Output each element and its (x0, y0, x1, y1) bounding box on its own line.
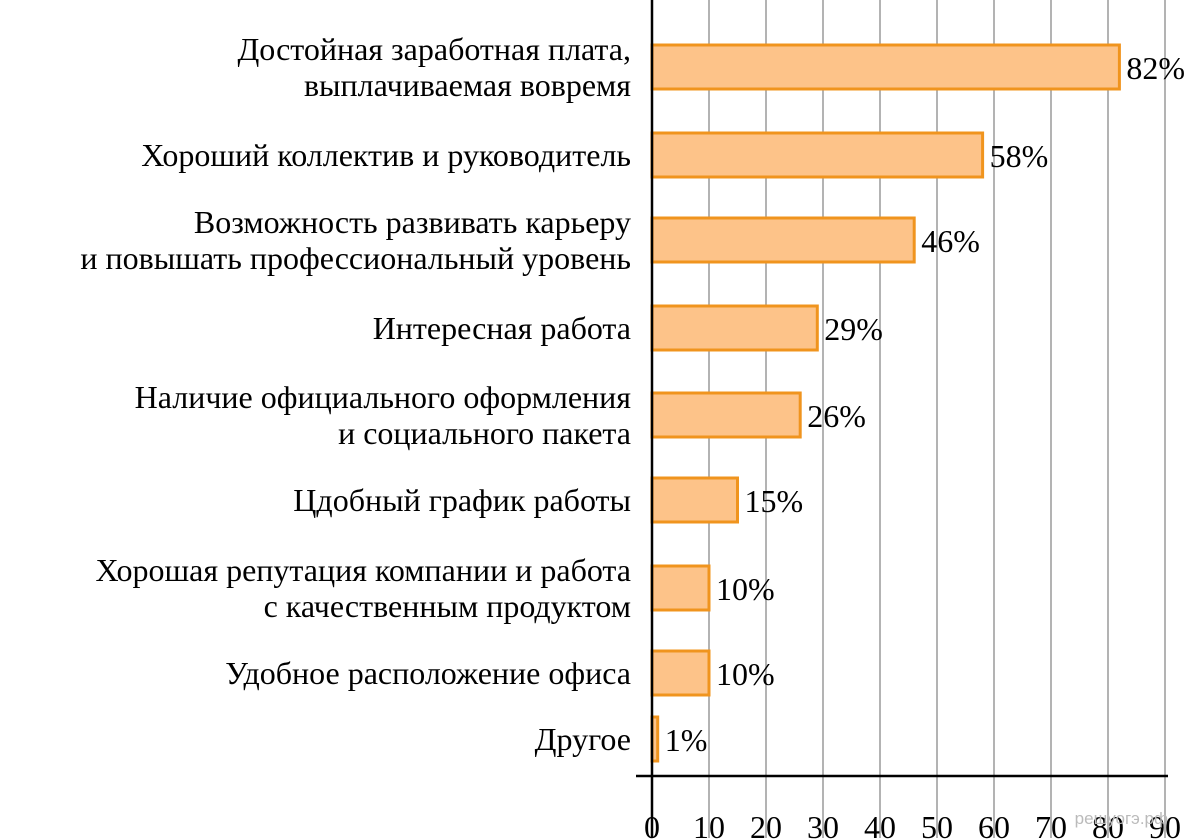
value-label: 29% (824, 311, 883, 347)
x-tick-label: 40 (864, 809, 896, 840)
axes (636, 0, 1168, 838)
value-label: 26% (807, 398, 866, 434)
x-tick-label: 90 (1149, 809, 1181, 840)
value-label: 82% (1126, 50, 1185, 86)
category-label: Хорошая репутация компании и работа (95, 552, 631, 588)
x-tick-label: 0 (644, 809, 660, 840)
value-label: 46% (921, 223, 980, 259)
category-label: Другое (535, 721, 631, 757)
x-tick-label: 60 (978, 809, 1010, 840)
category-label: и повышать профессиональный уровень (80, 240, 631, 276)
bar (650, 304, 819, 352)
bar (650, 476, 739, 524)
category-label: Достойная заработная плата, (237, 31, 631, 67)
category-label: Интересная работа (373, 310, 631, 346)
bar (650, 131, 985, 179)
x-tick-label: 20 (750, 809, 782, 840)
bar (650, 649, 711, 697)
x-tick-label: 50 (921, 809, 953, 840)
category-label: выплачиваемая вовремя (304, 67, 631, 103)
category-label: Удобное расположение офиса (225, 655, 631, 691)
value-label: 1% (665, 722, 708, 758)
x-tick-label: 10 (693, 809, 725, 840)
value-label: 15% (745, 483, 804, 519)
value-label: 58% (990, 138, 1049, 174)
bars (650, 43, 1121, 763)
x-tick-label: 30 (807, 809, 839, 840)
category-label: Цдобный график работы (293, 482, 631, 518)
category-label: и социального пакета (338, 415, 631, 451)
bar (650, 564, 711, 612)
bar (650, 216, 916, 264)
labels: 82% Достойная заработная плата,выплачивае… (80, 31, 1185, 840)
bar (650, 43, 1121, 91)
bar (650, 391, 802, 439)
category-label: с качественным продуктом (264, 588, 631, 624)
category-label: Наличие официального оформления (135, 379, 632, 415)
category-label: Хороший коллектив и руководитель (141, 137, 631, 173)
watermark-text: решуогэ.рф (1075, 809, 1168, 828)
x-tick-label: 70 (1035, 809, 1067, 840)
x-tick-label: 80 (1092, 809, 1124, 840)
value-label: 10% (716, 656, 775, 692)
category-label: Возможность развивать карьеру (194, 204, 631, 240)
value-label: 10% (716, 571, 775, 607)
